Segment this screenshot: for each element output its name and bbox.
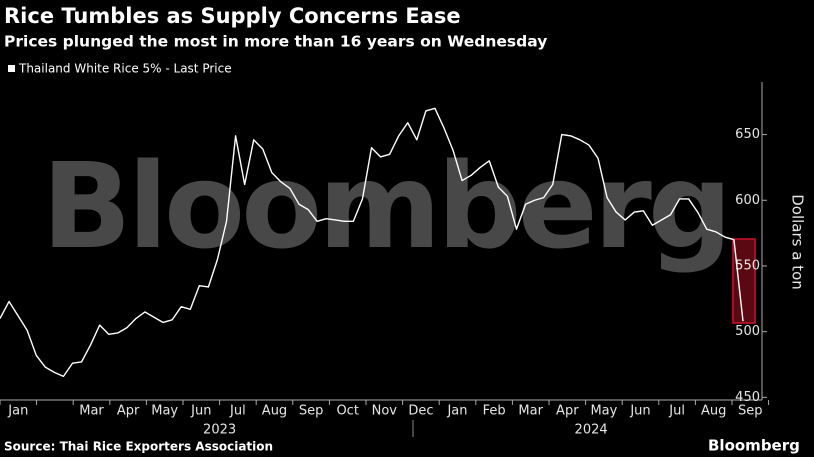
highlight-box [732,238,756,324]
year-label: 2023 [203,423,236,438]
x-tick-label: Jun [629,404,650,419]
x-tick-label: Aug [262,404,287,419]
chart-title: Rice Tumbles as Supply Concerns Ease [4,4,461,28]
x-tick-label: Apr [117,404,140,419]
x-tick-label: Jun [190,404,211,419]
x-tick-label: Sep [738,404,763,419]
x-tick-label: Mar [518,404,543,419]
x-tick-label: Jul [229,404,246,419]
x-tick-label: May [590,404,617,419]
x-tick-label: Jan [446,404,467,419]
price-line [0,107,744,378]
x-tick-label: Jul [668,404,685,419]
x-tick-label: Feb [483,404,506,419]
chart-subtitle: Prices plunged the most in more than 16 … [4,33,547,51]
year-label: 2024 [575,423,608,438]
y-tick-label: 450 [735,390,760,405]
logo: Bloomberg [708,437,800,455]
watermark: Bloomberg [42,137,729,275]
x-tick-label: Nov [372,404,398,419]
legend-swatch [8,65,15,72]
x-tick-label: Dec [408,404,433,419]
x-tick-label: May [151,404,178,419]
y-tick-label: 650 [735,127,760,142]
x-tick-label: Aug [701,404,726,419]
y-tick-label: 500 [735,324,760,339]
x-tick-label: Mar [79,404,104,419]
y-tick-label: 600 [735,193,760,208]
y-axis-title: Dollars a ton [789,194,807,290]
legend-label: Thailand White Rice 5% - Last Price [18,62,232,76]
x-tick-label: Jan [7,404,28,419]
y-tick-label: 550 [735,258,760,273]
source: Source: Thai Rice Exporters Association [4,440,273,454]
x-tick-label: Oct [336,404,358,419]
x-tick-label: Sep [299,404,324,419]
x-tick-label: Apr [556,404,579,419]
